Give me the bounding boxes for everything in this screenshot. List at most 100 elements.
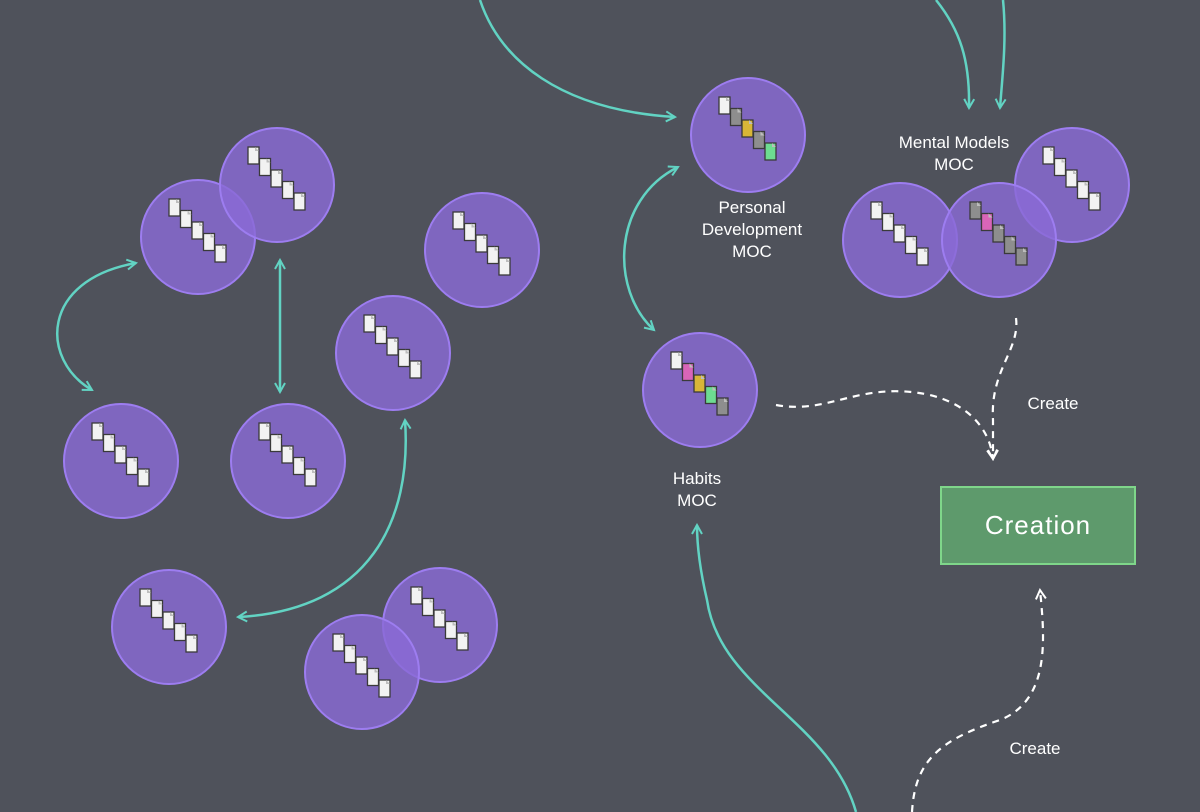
- note-card-icon: [332, 633, 345, 652]
- note-fold-icon: [418, 587, 422, 591]
- note-card-icon: [992, 224, 1005, 243]
- note-card-icon: [304, 468, 317, 487]
- note-card-icon: [693, 374, 706, 393]
- note-stack-icon: [363, 314, 422, 379]
- note-fold-icon: [222, 245, 226, 249]
- note-card-icon: [410, 586, 423, 605]
- note-fold-icon: [726, 97, 730, 101]
- personal-development-label-line-1: Personal: [718, 198, 785, 217]
- note-card-icon: [904, 235, 918, 255]
- note-stack-icon: [91, 422, 150, 487]
- note-card-icon: [486, 245, 500, 265]
- note-stack-icon: [139, 588, 198, 653]
- create-label-bottom: Create: [1009, 739, 1060, 758]
- note-card-icon: [168, 198, 181, 217]
- creation-box: Creation: [940, 486, 1136, 565]
- note-fold-icon: [912, 236, 917, 241]
- note-card-icon: [741, 119, 754, 138]
- note-fold-icon: [122, 446, 126, 450]
- note-card-icon: [729, 107, 743, 127]
- note-fold-icon: [199, 222, 203, 226]
- mental-models-circle-center: [941, 182, 1057, 298]
- note-fold-icon: [471, 223, 476, 228]
- arrow-top-to-mental-models-1: [935, 0, 969, 108]
- note-card-icon: [343, 644, 357, 664]
- note-stack-icon: [258, 422, 317, 487]
- note-fold-icon: [749, 120, 753, 124]
- bottom-cluster-circle-i: [304, 614, 420, 730]
- create-label-top: Create: [1027, 394, 1078, 413]
- note-card-icon: [185, 634, 198, 653]
- note-fold-icon: [187, 210, 192, 215]
- note-card-icon: [102, 433, 116, 453]
- note-card-icon: [1015, 247, 1028, 266]
- note-fold-icon: [1050, 147, 1054, 151]
- note-card-icon: [139, 588, 152, 607]
- note-fold-icon: [712, 386, 717, 391]
- note-fold-icon: [1011, 236, 1016, 241]
- note-fold-icon: [340, 634, 344, 638]
- note-card-icon: [247, 146, 260, 165]
- personal-development-label-line-2: Development: [702, 220, 802, 239]
- note-card-icon: [191, 221, 204, 240]
- note-card-icon: [969, 201, 982, 220]
- note-fold-icon: [386, 680, 390, 684]
- note-card-icon: [1065, 169, 1078, 188]
- note-stack-icon: [718, 96, 777, 161]
- note-card-icon: [378, 679, 391, 698]
- note-fold-icon: [460, 212, 464, 216]
- note-stack-icon: [870, 201, 929, 266]
- note-fold-icon: [506, 258, 510, 262]
- note-fold-icon: [417, 361, 421, 365]
- note-card-icon: [463, 222, 477, 242]
- note-card-icon: [980, 212, 994, 232]
- note-card-icon: [162, 611, 175, 630]
- note-fold-icon: [374, 668, 379, 673]
- note-card-icon: [456, 632, 469, 651]
- note-card-icon: [214, 244, 227, 263]
- note-fold-icon: [1096, 193, 1100, 197]
- dashed-arrows: [775, 317, 1043, 812]
- note-fold-icon: [483, 235, 487, 239]
- arrow-personal-dev-habits: [623, 167, 678, 330]
- note-card-icon: [475, 234, 488, 253]
- note-fold-icon: [701, 375, 705, 379]
- note-fold-icon: [300, 457, 305, 462]
- note-fold-icon: [924, 248, 928, 252]
- note-card-icon: [421, 597, 435, 617]
- note-card-icon: [386, 337, 399, 356]
- note-fold-icon: [988, 213, 993, 218]
- note-fold-icon: [99, 423, 103, 427]
- note-card-icon: [258, 422, 271, 441]
- arrow-left-cluster-curve: [56, 263, 136, 392]
- note-card-icon: [281, 445, 294, 464]
- mental-models-label-line-2: MOC: [934, 155, 974, 174]
- note-stack-icon: [1042, 146, 1101, 211]
- note-fold-icon: [351, 645, 356, 650]
- note-card-icon: [293, 192, 306, 211]
- note-fold-icon: [760, 131, 765, 136]
- note-card-icon: [752, 130, 766, 150]
- note-card-icon: [355, 656, 368, 675]
- note-fold-icon: [1023, 248, 1027, 252]
- note-card-icon: [137, 468, 150, 487]
- dashed-arrow-bottom-to-creation: [910, 590, 1043, 812]
- habits-label-line-1: Habits: [673, 469, 721, 488]
- note-fold-icon: [289, 181, 294, 186]
- note-card-icon: [1003, 235, 1017, 255]
- note-card-icon: [269, 433, 283, 453]
- mental-models-circle-left: [842, 182, 958, 298]
- note-fold-icon: [147, 589, 151, 593]
- dashed-arrow-habits-to-creation: [775, 390, 993, 459]
- bottom-circle-g: [111, 569, 227, 685]
- note-card-icon: [1053, 157, 1067, 177]
- note-fold-icon: [1061, 158, 1066, 163]
- note-fold-icon: [464, 633, 468, 637]
- note-fold-icon: [977, 202, 981, 206]
- left-circle-f: [230, 403, 346, 519]
- arrow-bottom-to-habits: [697, 525, 858, 812]
- note-card-icon: [764, 142, 777, 161]
- note-stack-icon: [168, 198, 227, 263]
- note-fold-icon: [772, 143, 776, 147]
- note-card-icon: [893, 224, 906, 243]
